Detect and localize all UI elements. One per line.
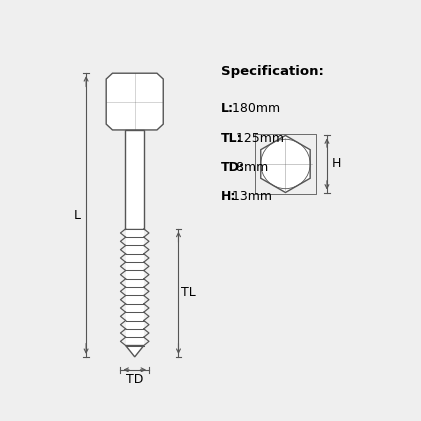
Text: TD: TD	[126, 373, 144, 386]
Polygon shape	[125, 346, 144, 357]
Text: 8mm: 8mm	[232, 161, 268, 174]
Text: TL:: TL:	[221, 131, 242, 144]
Bar	[125, 229, 144, 346]
Text: L:: L:	[221, 102, 234, 115]
Polygon shape	[106, 73, 163, 130]
Polygon shape	[261, 136, 310, 192]
Text: H: H	[332, 157, 341, 171]
Text: 125mm: 125mm	[232, 131, 284, 144]
Text: 180mm: 180mm	[228, 102, 280, 115]
Text: H:: H:	[221, 190, 236, 203]
Text: TD:: TD:	[221, 161, 245, 174]
Text: L: L	[74, 208, 80, 221]
Text: Specification:: Specification:	[221, 65, 323, 78]
Text: 13mm: 13mm	[228, 190, 272, 203]
Bar	[125, 130, 144, 229]
Text: TL: TL	[181, 286, 196, 299]
